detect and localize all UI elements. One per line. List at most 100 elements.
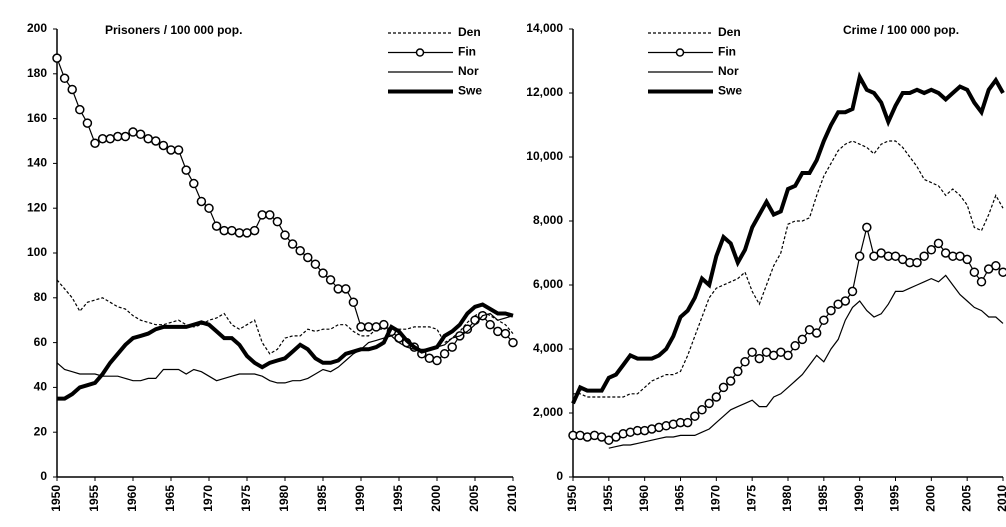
marker <box>754 353 765 364</box>
y-tick-label: 0 <box>556 469 563 483</box>
marker <box>280 230 290 240</box>
marker <box>173 145 184 155</box>
marker <box>113 131 123 142</box>
x-tick-label: 1970 <box>709 485 723 512</box>
y-tick-label: 6,000 <box>533 277 563 291</box>
legend-label: Swe <box>458 84 482 98</box>
legend-label: Swe <box>718 84 742 98</box>
marker <box>135 129 146 140</box>
legend-label: Nor <box>718 64 739 78</box>
legend-label: Den <box>718 25 741 39</box>
marker <box>59 73 70 84</box>
y-tick-label: 160 <box>27 111 47 125</box>
x-tick-label: 1990 <box>353 485 367 512</box>
x-tick-label: 1955 <box>601 485 615 512</box>
y-tick-label: 2,000 <box>533 405 563 419</box>
marker <box>862 222 872 233</box>
y-tick-label: 20 <box>34 424 48 438</box>
series-line <box>573 140 1004 398</box>
marker <box>991 261 1001 271</box>
marker <box>181 165 191 175</box>
marker <box>295 246 305 256</box>
x-tick-label: 1975 <box>744 485 758 512</box>
y-tick-label: 80 <box>34 290 48 304</box>
series-line <box>571 71 1005 405</box>
marker <box>711 392 722 402</box>
plot-title: Prisoners / 100 000 pop. <box>105 23 242 37</box>
y-tick-label: 10,000 <box>526 149 563 163</box>
marker <box>826 305 836 316</box>
series-line <box>56 312 514 384</box>
marker <box>840 296 851 306</box>
series-line <box>56 279 514 355</box>
x-tick-label: 2010 <box>995 485 1006 512</box>
marker <box>211 221 222 231</box>
y-tick-label: 12,000 <box>526 85 563 99</box>
marker <box>485 319 495 330</box>
plot-title: Crime / 100 000 pop. <box>843 23 959 37</box>
y-tick-label: 180 <box>27 66 47 80</box>
marker <box>682 417 693 428</box>
marker <box>790 341 800 351</box>
marker <box>690 411 700 421</box>
marker <box>926 245 937 255</box>
marker <box>105 134 115 144</box>
x-tick-label: 1995 <box>391 485 405 512</box>
x-tick-label: 1950 <box>565 485 579 512</box>
x-tick-label: 1980 <box>780 485 794 512</box>
x-tick-label: 1965 <box>673 485 687 512</box>
y-tick-label: 4,000 <box>533 341 563 355</box>
marker <box>158 140 169 151</box>
marker <box>196 196 207 207</box>
x-tick-label: 1965 <box>163 485 177 512</box>
series-line <box>573 227 1004 441</box>
marker <box>733 366 743 377</box>
marker <box>90 138 100 148</box>
marker <box>75 104 85 115</box>
y-tick-label: 8,000 <box>533 213 563 227</box>
marker <box>356 322 366 332</box>
marker <box>912 257 922 268</box>
y-tick-label: 0 <box>40 469 47 483</box>
marker <box>204 203 214 213</box>
x-tick-label: 1950 <box>49 485 63 512</box>
marker <box>143 134 153 144</box>
marker <box>189 178 199 189</box>
marker <box>234 228 245 238</box>
marker <box>363 322 374 332</box>
legend-label: Fin <box>458 45 476 59</box>
x-tick-label: 1995 <box>888 485 902 512</box>
marker <box>500 328 511 339</box>
marker <box>998 267 1006 277</box>
marker <box>811 328 822 338</box>
marker <box>371 322 381 332</box>
marker <box>470 315 480 325</box>
marker <box>272 216 283 227</box>
legend-marker <box>415 48 425 57</box>
x-tick-label: 1985 <box>315 485 329 512</box>
x-tick-label: 2005 <box>467 485 481 512</box>
marker <box>493 326 503 337</box>
marker <box>166 145 176 155</box>
marker <box>432 355 442 366</box>
marker <box>933 238 944 249</box>
x-tick-label: 2005 <box>959 485 973 512</box>
marker <box>287 239 298 249</box>
x-tick-label: 1955 <box>87 485 101 512</box>
marker <box>919 251 929 261</box>
x-tick-label: 2000 <box>429 485 443 512</box>
marker <box>508 337 518 348</box>
y-tick-label: 120 <box>27 200 47 214</box>
marker <box>976 277 987 287</box>
marker <box>120 131 131 142</box>
marker <box>52 53 62 63</box>
x-tick-label: 2010 <box>505 485 519 512</box>
marker <box>341 284 351 294</box>
y-tick-label: 60 <box>34 335 48 349</box>
marker <box>265 210 275 220</box>
marker <box>447 342 457 352</box>
marker <box>242 228 252 238</box>
legend-label: Fin <box>718 45 736 59</box>
x-tick-label: 2000 <box>924 485 938 512</box>
